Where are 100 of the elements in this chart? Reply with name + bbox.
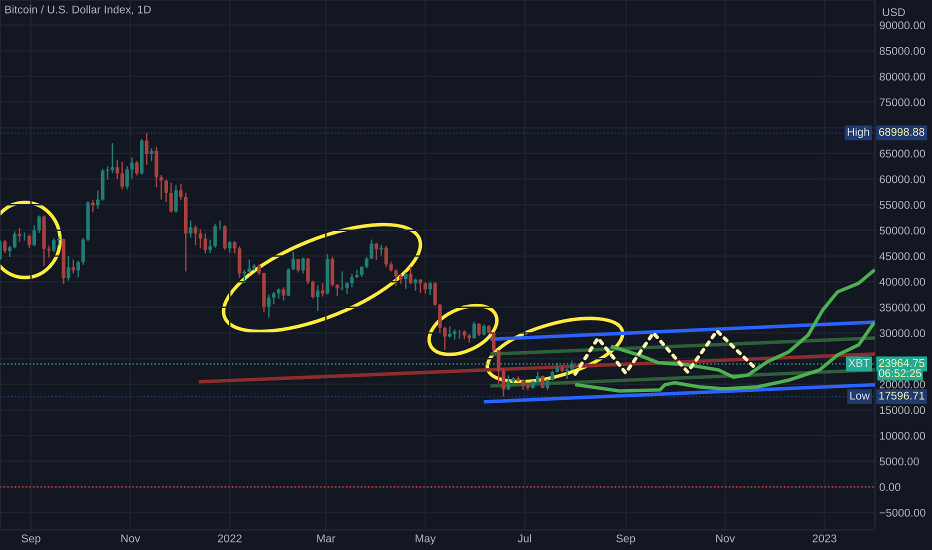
candlestick bbox=[160, 174, 164, 200]
x-tick-label: 2022 bbox=[218, 534, 242, 542]
candlestick bbox=[135, 160, 139, 176]
candlestick bbox=[311, 280, 315, 300]
y-tick-label: −5000.00 bbox=[880, 508, 926, 517]
ref-line-label: High bbox=[848, 128, 870, 138]
candlestick bbox=[194, 224, 198, 246]
candlestick bbox=[521, 378, 525, 391]
candlestick bbox=[379, 244, 384, 256]
candlestick bbox=[47, 245, 51, 258]
y-tick-label: 10000.00 bbox=[880, 432, 926, 440]
y-tick-label: 35000.00 bbox=[880, 304, 926, 312]
candlestick bbox=[150, 148, 154, 162]
candlestick bbox=[452, 328, 456, 340]
candlestick bbox=[52, 237, 56, 253]
candlestick bbox=[125, 166, 129, 190]
candlestick bbox=[106, 166, 110, 180]
candlestick bbox=[492, 332, 496, 352]
line-series bbox=[610, 269, 875, 379]
candlestick bbox=[116, 159, 120, 180]
candlestick bbox=[472, 321, 476, 340]
y-tick-label: 55000.00 bbox=[880, 200, 926, 209]
candlestick bbox=[228, 240, 232, 254]
candlestick bbox=[438, 303, 442, 334]
candlestick bbox=[389, 260, 393, 272]
candlestick bbox=[428, 280, 432, 296]
y-tick-label: 60000.00 bbox=[880, 175, 926, 184]
x-tick-label: Nov bbox=[121, 534, 140, 542]
candlestick bbox=[536, 371, 540, 384]
candlestick bbox=[477, 322, 481, 337]
x-tick-label: Jul bbox=[518, 534, 532, 542]
y-tick-label: 30000.00 bbox=[880, 329, 926, 338]
candlestick bbox=[267, 294, 271, 318]
candlestick bbox=[3, 239, 7, 254]
y-tick-label: 40000.00 bbox=[879, 278, 926, 286]
candlestick bbox=[232, 240, 236, 254]
candlestick bbox=[408, 266, 412, 285]
candlestick bbox=[18, 227, 22, 242]
y-tick-label: 20000.00 bbox=[880, 380, 926, 388]
candlestick bbox=[169, 182, 173, 214]
candlestick bbox=[76, 260, 80, 278]
ref-line-label: Low bbox=[850, 392, 870, 400]
candlestick bbox=[360, 266, 364, 278]
y-tick-label: 75000.00 bbox=[880, 98, 926, 106]
candlestick bbox=[320, 282, 324, 298]
candlestick bbox=[384, 245, 388, 268]
candlestick bbox=[292, 251, 296, 271]
candlestick bbox=[316, 284, 320, 312]
candlestick bbox=[301, 256, 305, 274]
candlestick bbox=[208, 238, 212, 254]
text: 06:52:25 bbox=[878, 369, 922, 378]
x-tick-label: Nov bbox=[716, 534, 735, 542]
text: 23964.75 bbox=[879, 359, 924, 367]
candlestick bbox=[364, 256, 368, 270]
candlestick bbox=[91, 199, 95, 214]
candlestick bbox=[164, 178, 168, 203]
candlestick bbox=[66, 255, 70, 282]
candlestick bbox=[350, 273, 354, 288]
candlestick bbox=[81, 237, 85, 266]
chart-title: Bitcoin / U.S. Dollar Index, 1D bbox=[5, 5, 151, 15]
candlestick bbox=[72, 258, 76, 274]
y-tick-label: 50000.00 bbox=[880, 226, 926, 235]
candlestick bbox=[399, 273, 403, 284]
candlestick bbox=[336, 284, 340, 297]
candlestick bbox=[282, 286, 286, 302]
candlestick bbox=[120, 161, 124, 190]
candlestick bbox=[37, 214, 41, 234]
y-tick-label: 5000.00 bbox=[880, 458, 919, 466]
candlestick bbox=[394, 268, 398, 286]
candlestick bbox=[110, 142, 114, 174]
y-tick-label: 90000.00 bbox=[880, 21, 926, 30]
candlestick bbox=[272, 291, 276, 305]
candlestick bbox=[56, 236, 60, 246]
candlestick bbox=[404, 272, 408, 290]
candlestick bbox=[502, 367, 506, 398]
candlestick bbox=[8, 245, 12, 258]
candlestick bbox=[565, 368, 569, 380]
x-tick-label: 2023 bbox=[812, 534, 836, 542]
line-series bbox=[573, 329, 758, 376]
candlestick bbox=[179, 182, 183, 201]
candlestick bbox=[306, 257, 310, 285]
candlestick bbox=[414, 278, 418, 292]
candlestick bbox=[340, 270, 344, 292]
y-tick-label: 85000.00 bbox=[880, 47, 926, 55]
y-tick-label: 0.00 bbox=[880, 483, 900, 492]
candlestick bbox=[570, 360, 574, 371]
candlestick bbox=[248, 258, 252, 274]
candlestick bbox=[32, 224, 36, 247]
candlestick bbox=[188, 220, 192, 238]
text: 17596.71 bbox=[879, 392, 924, 400]
y-tick-label: 45000.00 bbox=[879, 252, 926, 260]
line-series bbox=[575, 322, 875, 393]
candlestick bbox=[550, 370, 554, 382]
x-tick-label: May bbox=[416, 534, 436, 545]
candlestick bbox=[198, 228, 202, 250]
candlestick bbox=[546, 378, 550, 391]
candlestick bbox=[96, 190, 100, 210]
candlestick bbox=[296, 258, 300, 274]
y-axis-title: USD bbox=[882, 8, 905, 16]
candlestick bbox=[418, 278, 422, 294]
